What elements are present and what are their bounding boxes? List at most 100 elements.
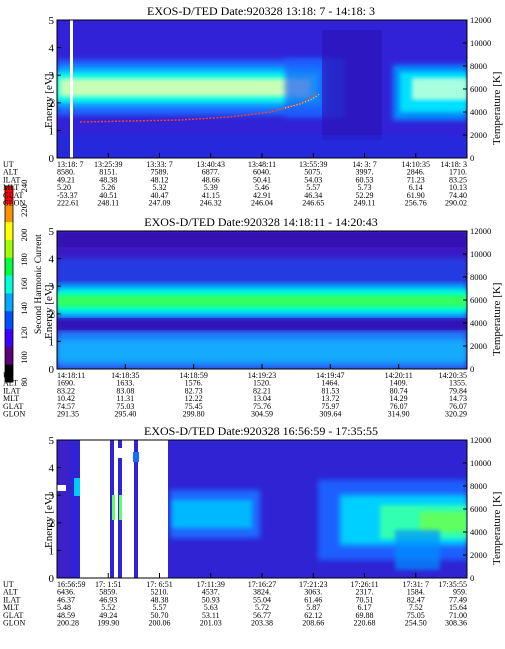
y2-tick-label: 0 [470,364,474,374]
y2-tick-label: 6000 [470,84,487,94]
y2-tick-label: 8000 [470,61,487,71]
table-cell: 199.90 [97,619,119,628]
colorbar-tick-label: 120 [19,327,29,340]
panel-3: EXOS-D/TED Date:920328 16:56:59 - 17:35:… [3,424,503,628]
table-cell: 48.66 [202,175,220,184]
y-tick-label: 2 [49,98,55,110]
x-tick-label: 17: 6:51 [146,580,172,589]
table-cell: 13.04 [253,394,271,403]
x-tick-label: 13:33: 7 [146,160,172,169]
table-cell: 75.03 [116,402,134,411]
x-tick-label: 17:31: 7 [403,580,429,589]
table-cell: 246.04 [251,199,273,208]
table-cell: 5.52 [101,603,115,612]
table-cell: 74.40 [449,191,467,200]
table-cell: 201.03 [200,619,222,628]
row-label: ILAT [3,386,20,395]
table-cell: 6.17 [358,603,372,612]
y2-tick-label: 4000 [470,318,487,328]
x-tick-label: 17:16:27 [248,580,276,589]
y2-tick-label: 2000 [470,550,487,560]
y2-tick-label: 10000 [470,249,491,259]
table-cell: 48.59 [57,611,75,620]
y2-tick-label: 6000 [470,295,487,305]
table-cell: 295.40 [114,410,136,419]
x-tick-label: 14:19:47 [316,371,344,380]
table-cell: 8580. [57,168,75,177]
y2-tick-label: 2000 [470,130,487,140]
table-cell: 5.72 [255,603,269,612]
table-cell: 40.51 [99,191,117,200]
colorbar-cell [5,328,13,347]
table-cell: 248.11 [97,199,119,208]
table-cell: 959. [453,588,467,597]
table-cell: 49.24 [99,611,117,620]
table-cell: 299.80 [183,410,205,419]
x-tick-label: 13:25:39 [94,160,122,169]
row-label: GLON [3,619,25,628]
table-cell: 6436. [57,588,75,597]
colorbar-cell [5,310,13,330]
y-tick-label: 1 [49,125,55,137]
y-axis-label: Energy [eV] [43,494,55,548]
table-cell: 8151. [99,168,117,177]
table-cell: 50.70 [151,611,169,620]
table-cell: 10.42 [57,394,75,403]
panel-1: EXOS-D/TED Date:920328 13:18: 7 - 14:18:… [3,4,503,208]
table-cell: 81.53 [321,386,339,395]
y-tick-label: 4 [49,43,55,55]
table-cell: 256.76 [405,199,427,208]
y2-tick-label: 4000 [470,527,487,537]
colorbar-tick-label: 160 [19,278,29,291]
y-tick-label: 5 [49,435,55,447]
table-cell: 70.51 [356,595,374,604]
row-label: MLT [3,183,19,192]
row-label: UT [3,160,14,169]
table-cell: 6.14 [409,183,423,192]
table-cell: 1584. [407,588,425,597]
x-tick-label: 14: 3: 7 [352,160,376,169]
y-tick-label: 5 [49,15,55,27]
y-tick-label: 2 [49,518,55,530]
y-axis-label: Energy [eV] [43,74,55,128]
y2-tick-label: 4000 [470,107,487,117]
table-cell: 291.35 [57,410,79,419]
table-cell: 79.84 [449,386,467,395]
colorbar-tick-label: 240 [19,180,29,193]
table-cell: 75.45 [185,402,203,411]
spectrogram-image [57,231,467,369]
y-tick-label: 0 [49,153,55,165]
x-tick-label: 13:55:39 [299,160,327,169]
colorbar-tick-label: 100 [19,351,29,364]
colorbar-tick-label: 180 [19,253,29,266]
table-cell: 5.63 [204,603,218,612]
colorbar: 80 100 120 140 160 180 200 220 240 Second Harmon… [4,180,44,386]
row-label: ALT [3,379,18,388]
x-tick-label: 16:56:59 [57,580,85,589]
table-cell: 82.21 [253,386,271,395]
table-cell: 83.22 [57,386,75,395]
table-cell: 249.11 [354,199,376,208]
table-cell: 3063. [304,588,322,597]
colorbar-cell [5,257,13,276]
row-label: ALT [3,588,18,597]
row-label: GLON [3,410,25,419]
table-cell: 77.49 [449,595,467,604]
table-cell: 71.00 [449,611,467,620]
x-tick-label: 14:19:23 [248,371,276,380]
colorbar-cell [5,203,13,223]
panel-title: EXOS-D/TED Date:920328 13:18: 7 - 14:18:… [147,4,375,18]
table-cell: 14.73 [449,394,467,403]
x-tick-label: 17:26:11 [350,580,378,589]
table-cell: 1520. [253,379,271,388]
y2-tick-label: 12000 [470,15,491,25]
y2-tick-label: 12000 [470,435,491,445]
spectrogram-image [57,20,467,158]
table-cell: 247.09 [149,199,171,208]
table-cell: 76.07 [449,402,467,411]
table-cell: 71.23 [407,175,425,184]
y-tick-label: 3 [49,490,55,502]
table-cell: 222.61 [57,199,79,208]
table-cell: 3824. [253,588,271,597]
